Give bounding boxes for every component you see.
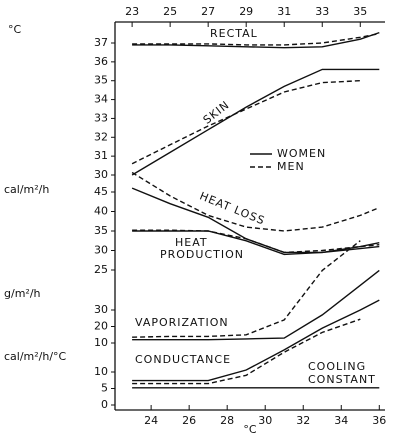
y-tick-label: 10 <box>94 336 108 349</box>
y-tick-label: 32 <box>94 130 108 143</box>
x-axis-label: °C <box>243 423 257 436</box>
y-tick-label: 37 <box>94 36 108 49</box>
annotation: VAPORIZATION <box>135 316 229 329</box>
line-series <box>132 240 361 338</box>
x-tick-label: 34 <box>334 414 348 427</box>
y-tick-label: 45 <box>94 185 108 198</box>
x-tick-label: 26 <box>182 414 196 427</box>
legend-label: WOMEN <box>277 147 326 160</box>
y-tick-label: 20 <box>94 320 108 333</box>
y-tick-label: 35 <box>94 74 108 87</box>
y-tick-label: 30 <box>94 168 108 181</box>
y-tick-label: 36 <box>94 55 108 68</box>
line-series <box>132 32 380 46</box>
annotation: HEAT <box>175 236 208 249</box>
line-series <box>132 299 380 382</box>
y-tick-label: 5 <box>101 382 108 395</box>
top-tick-label: 27 <box>201 5 215 18</box>
annotation: RECTAL <box>210 27 258 40</box>
y-tick-label: 0 <box>101 398 108 411</box>
x-tick-label: 28 <box>220 414 234 427</box>
y-tick-label: 40 <box>94 205 108 218</box>
x-tick-label: 32 <box>296 414 310 427</box>
line-series <box>132 318 361 385</box>
unit-label: g/m²/h <box>4 287 41 300</box>
y-tick-label: 30 <box>94 244 108 257</box>
y-tick-label: 35 <box>94 224 108 237</box>
annotation: SKIN <box>201 98 232 127</box>
line-series <box>132 31 380 49</box>
y-tick-label: 34 <box>94 93 108 106</box>
top-tick-label: 35 <box>353 5 367 18</box>
top-tick-label: 33 <box>315 5 329 18</box>
legend-label: MEN <box>277 160 305 173</box>
unit-label: cal/m²/h <box>4 183 49 196</box>
x-tick-label: 24 <box>144 414 158 427</box>
unit-label: cal/m²/h/°C <box>4 350 67 363</box>
x-tick-label: 36 <box>372 414 386 427</box>
top-tick-label: 31 <box>277 5 291 18</box>
annotation: HEAT LOSS <box>198 190 267 228</box>
annotation: COOLING <box>308 360 366 373</box>
annotation: CONSTANT <box>308 373 376 386</box>
line-series <box>131 171 380 232</box>
top-tick-label: 25 <box>163 5 177 18</box>
annotation: CONDUCTANCE <box>135 353 231 366</box>
x-tick-label: 30 <box>258 414 272 427</box>
top-tick-label: 29 <box>239 5 253 18</box>
y-tick-label: 33 <box>94 111 108 124</box>
top-unit: °C <box>8 23 22 36</box>
line-series <box>131 80 361 165</box>
y-tick-label: 31 <box>94 149 108 162</box>
y-tick-label: 30 <box>94 303 108 316</box>
y-tick-label: 25 <box>94 263 108 276</box>
top-tick-label: 23 <box>125 5 139 18</box>
y-tick-label: 10 <box>94 365 108 378</box>
annotation: PRODUCTION <box>160 248 244 261</box>
line-series <box>132 229 380 254</box>
line-series <box>131 68 380 176</box>
line-series <box>132 269 380 341</box>
